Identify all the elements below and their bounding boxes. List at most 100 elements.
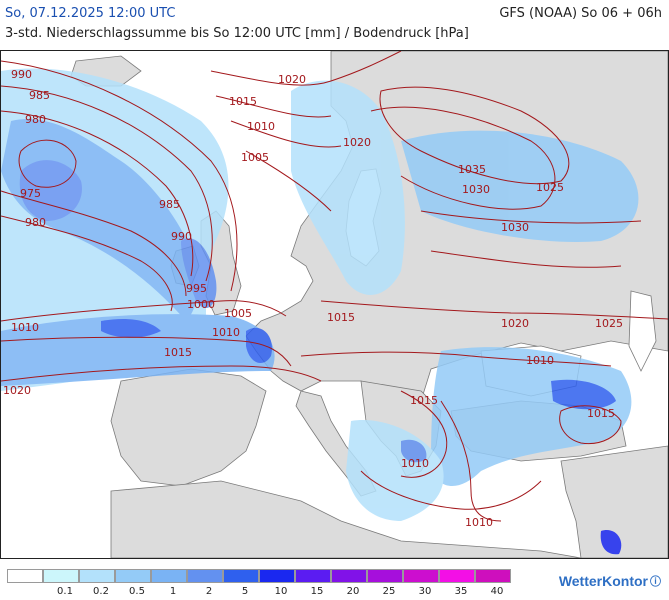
isobar-line xyxy=(230,120,342,148)
legend-tick-label: 2 xyxy=(205,586,213,597)
legend-swatch xyxy=(367,569,403,583)
precip-ionian-core xyxy=(401,439,427,463)
legend-tick-label: 5 xyxy=(241,586,249,597)
legend-tick-label: 30 xyxy=(418,586,432,597)
model-run-label: GFS (NOAA) So 06 + 06h xyxy=(499,6,662,21)
legend-tick-label: 20 xyxy=(346,586,360,597)
isobar-label: 1010 xyxy=(212,326,240,339)
legend-swatch xyxy=(295,569,331,583)
isobar-label: 1030 xyxy=(501,221,529,234)
isobar-label: 1015 xyxy=(327,311,355,324)
isobar-line xyxy=(1,215,173,312)
isobar-label: 1020 xyxy=(343,136,371,149)
legend-swatch xyxy=(79,569,115,583)
isobar-label: 1025 xyxy=(536,181,564,194)
isobar-line xyxy=(18,139,77,188)
isobar-label: 1005 xyxy=(224,307,252,320)
isobar-line xyxy=(1,300,287,322)
precip-turkey-core xyxy=(551,379,616,410)
isobar-line xyxy=(420,210,642,224)
isobar-label: 990 xyxy=(11,68,32,81)
isobar-label: 1000 xyxy=(187,298,215,311)
legend-tick-label: 25 xyxy=(382,586,396,597)
legend-swatch xyxy=(439,569,475,583)
isobar-line xyxy=(300,351,612,367)
isobar-line xyxy=(210,51,402,86)
isobar-label: 1035 xyxy=(458,163,486,176)
weather-map[interactable]: 990 985 980 975 980 1020 1015 1010 1005 985 990 995… xyxy=(0,50,669,559)
isobar-label: 1005 xyxy=(241,151,269,164)
isobar-line xyxy=(1,365,322,382)
legend-swatch xyxy=(43,569,79,583)
legend-tick-label: 40 xyxy=(490,586,504,597)
caspian-sea xyxy=(628,290,657,372)
isobar-label: 980 xyxy=(25,216,46,229)
isobar-labels: 990 985 980 975 980 1020 1015 1010 1005 985 990 995… xyxy=(3,68,623,529)
legend-swatch xyxy=(187,569,223,583)
legend-swatch xyxy=(223,569,259,583)
brand-mark-icon: ⓘ xyxy=(650,576,661,588)
isobar-label: 1010 xyxy=(465,516,493,529)
legend-tick-label: 0.2 xyxy=(93,586,109,597)
isobar-line xyxy=(245,150,332,212)
isobar-line xyxy=(215,95,332,118)
precip-levant-core xyxy=(600,530,622,555)
brand-logo: WetterKontor ⓘ xyxy=(559,573,661,589)
legend-tick-label: 1 xyxy=(169,586,177,597)
isobar-layer xyxy=(1,51,668,522)
isobar-label: 990 xyxy=(171,230,192,243)
legend-swatch xyxy=(475,569,511,583)
isobar-label: 1010 xyxy=(401,457,429,470)
legend-tick-label: 0.5 xyxy=(129,586,145,597)
isobar-label: 1025 xyxy=(595,317,623,330)
isobar-label: 985 xyxy=(29,89,50,102)
precip-alps-core xyxy=(246,327,272,364)
precip-biscay-core xyxy=(101,319,161,338)
legend-tick-label: 35 xyxy=(454,586,468,597)
precip-biscay-band xyxy=(1,314,275,386)
header-row-1: So, 07.12.2025 12:00 UTC GFS (NOAA) So 0… xyxy=(0,6,669,22)
legend-swatch xyxy=(151,569,187,583)
isobar-line xyxy=(1,60,238,292)
isobar-line xyxy=(1,336,292,367)
isobar-line xyxy=(1,110,194,277)
isobar-label: 1020 xyxy=(278,73,306,86)
land-north-africa xyxy=(110,480,582,558)
isobar-line xyxy=(370,106,556,210)
isobar-label: 980 xyxy=(25,113,46,126)
isobar-label: 1010 xyxy=(11,321,39,334)
legend-swatch xyxy=(7,569,43,583)
isobar-label: 1010 xyxy=(247,120,275,133)
isobar-line xyxy=(1,190,187,297)
header-row-2: 3-std. Niederschlagssumme bis So 12:00 U… xyxy=(0,26,669,42)
legend-swatch xyxy=(331,569,367,583)
legend-tick-label: 0.1 xyxy=(57,586,73,597)
isobar-line xyxy=(320,300,668,320)
isobar-label: 1010 xyxy=(526,354,554,367)
isobar-label: 1015 xyxy=(164,346,192,359)
isobar-line xyxy=(440,400,502,522)
isobar-label: 975 xyxy=(20,187,41,200)
isobar-label: 1030 xyxy=(462,183,490,196)
isobar-label: 985 xyxy=(159,198,180,211)
land-middle-east xyxy=(560,445,668,558)
legend-tick-label: 10 xyxy=(274,586,288,597)
isobar-label: 1015 xyxy=(587,407,615,420)
isobar-line xyxy=(430,250,622,268)
isobar-line xyxy=(360,470,542,510)
isobar-line xyxy=(559,405,622,445)
precip-scandinavia xyxy=(291,80,405,295)
map-subtitle: 3-std. Niederschlagssumme bis So 12:00 U… xyxy=(5,26,469,41)
isobar-line xyxy=(400,390,448,478)
legend-swatch xyxy=(403,569,439,583)
isobar-line xyxy=(379,86,570,185)
isobar-label: 1015 xyxy=(410,394,438,407)
legend-swatch xyxy=(259,569,295,583)
precip-atlantic-strong xyxy=(19,160,82,221)
brand-name: WetterKontor xyxy=(558,573,648,589)
isobar-line xyxy=(1,85,213,282)
land-iberia xyxy=(110,368,267,487)
precipitation-layer xyxy=(1,68,639,555)
legend-tick-label: 15 xyxy=(310,586,324,597)
map-canvas: 990 985 980 975 980 1020 1015 1010 1005 985 990 995… xyxy=(1,51,668,558)
